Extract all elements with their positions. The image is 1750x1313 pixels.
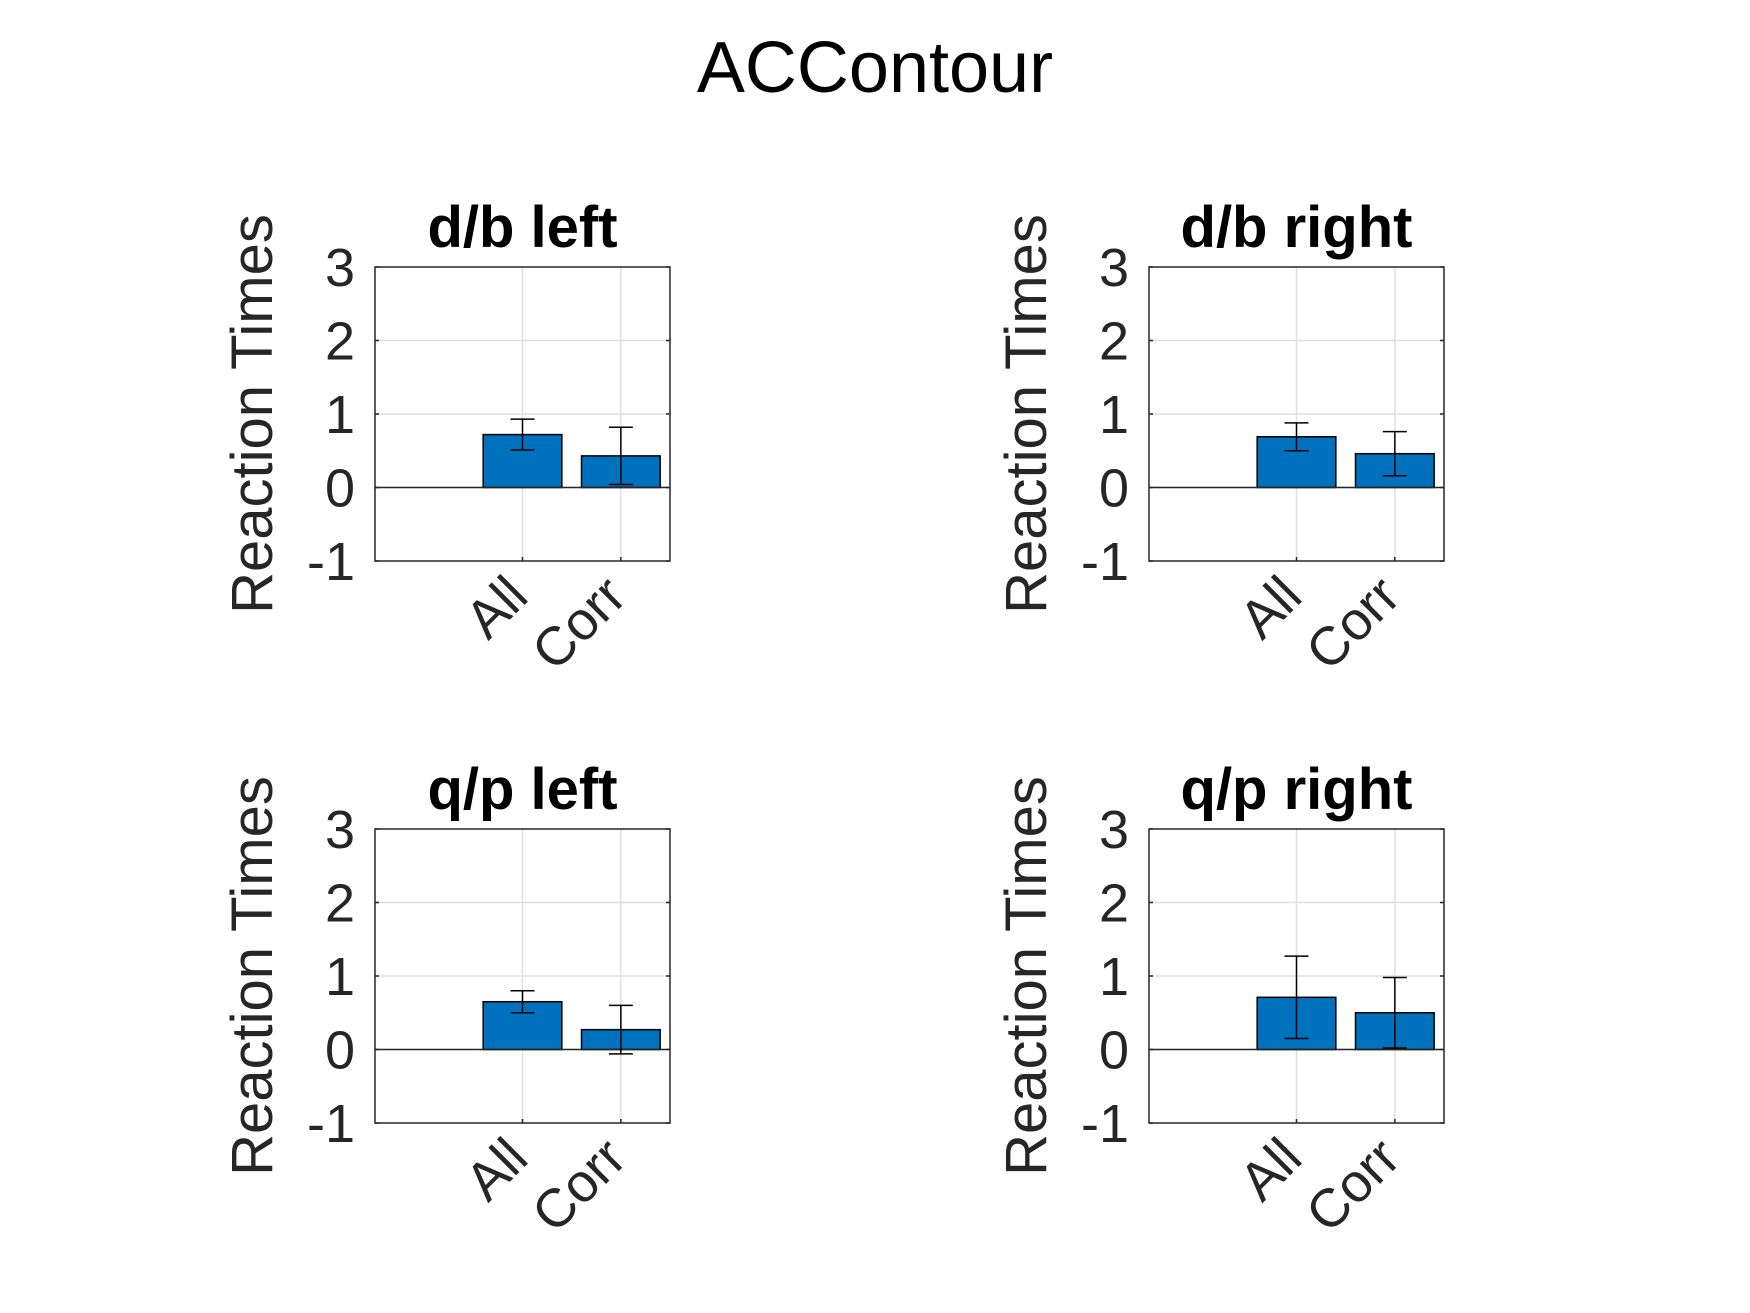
y-tick-label: 3 <box>1099 238 1129 298</box>
y-tick-label: 1 <box>325 947 355 1007</box>
x-tick-label: Corr <box>1295 1127 1412 1244</box>
y-tick-label: 0 <box>1099 459 1129 519</box>
y-tick-label: 2 <box>1099 312 1129 372</box>
y-tick-label: 3 <box>1099 800 1129 860</box>
errorbar-all <box>1284 955 1309 1040</box>
errorbar-corr <box>1382 430 1407 477</box>
y-tick-label: 0 <box>325 1021 355 1081</box>
y-tick-label: -1 <box>307 1094 355 1154</box>
y-tick-label: 2 <box>325 312 355 372</box>
y-tick-label: 1 <box>325 385 355 445</box>
subplot-title: d/b right <box>1181 195 1413 260</box>
subplot-title: q/p right <box>1181 757 1413 822</box>
y-tick-label: 2 <box>325 874 355 934</box>
y-axis-label: Reaction Times <box>994 776 1059 1176</box>
y-tick-label: 0 <box>325 459 355 519</box>
y-tick-label: -1 <box>1081 1094 1129 1154</box>
errorbar-all <box>510 989 535 1014</box>
x-tick-label: Corr <box>521 1127 638 1244</box>
y-tick-label: 1 <box>1099 385 1129 445</box>
errorbar-corr <box>608 1004 633 1055</box>
errorbar-all <box>1284 422 1309 452</box>
errorbar-corr <box>608 426 633 486</box>
y-tick-label: -1 <box>1081 532 1129 592</box>
y-tick-label: 0 <box>1099 1021 1129 1081</box>
y-tick-label: 1 <box>1099 947 1129 1007</box>
x-tick-label: Corr <box>1295 565 1412 682</box>
y-axis-label: Reaction Times <box>220 776 285 1176</box>
subplot-title: q/p left <box>427 757 617 822</box>
y-axis-label: Reaction Times <box>994 214 1059 614</box>
y-tick-label: 2 <box>1099 874 1129 934</box>
subplot-title: d/b left <box>427 195 617 260</box>
errorbar-all <box>510 418 535 451</box>
figure-title: ACContour <box>697 28 1053 108</box>
y-tick-label: 3 <box>325 238 355 298</box>
y-tick-label: 3 <box>325 800 355 860</box>
y-axis-label: Reaction Times <box>220 214 285 614</box>
x-tick-label: Corr <box>521 565 638 682</box>
errorbar-corr <box>1382 976 1407 1049</box>
y-tick-label: -1 <box>307 532 355 592</box>
